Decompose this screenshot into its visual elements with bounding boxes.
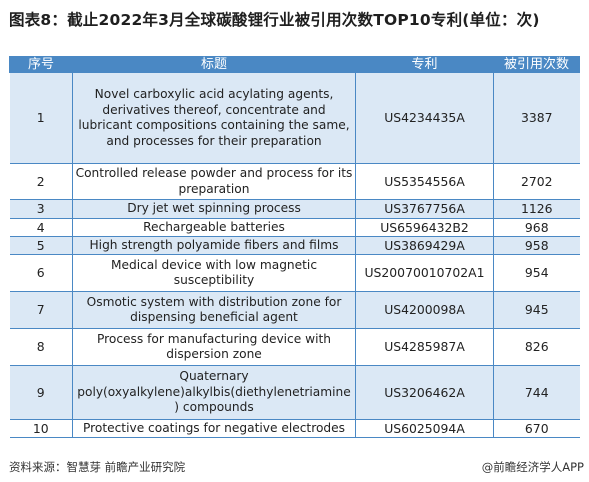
table-row: 8 Process for manufacturing device with … — [9, 328, 580, 366]
row-patent: US5354556A — [355, 163, 494, 200]
row-patent: US3767756A — [355, 199, 494, 219]
row-title: Novel carboxylic acid acylating agents, … — [72, 72, 356, 164]
row-index: 2 — [9, 163, 73, 200]
row-index: 10 — [9, 419, 73, 438]
row-title: Medical device with low magnetic suscept… — [72, 254, 356, 292]
row-title: Quaternary poly(oxyalkylene)alkylbis(die… — [72, 365, 356, 420]
row-title: High strength polyamide fibers and films — [72, 236, 356, 255]
row-patent: US4285987A — [355, 328, 494, 366]
patent-table-container: 序号 标题 专利 被引用次数 1 Novel carboxylic acid a… — [9, 56, 580, 438]
table-row: 9 Quaternary poly(oxyalkylene)alkylbis(d… — [9, 365, 580, 420]
row-citations: 954 — [493, 254, 580, 292]
table-row: 4 Rechargeable batteries US6596432B2 968 — [9, 218, 580, 237]
brand-credit: @前瞻经济学人APP — [481, 460, 584, 474]
row-patent: US4200098A — [355, 291, 494, 329]
row-patent: US6596432B2 — [355, 218, 494, 237]
header-citations: 被引用次数 — [493, 56, 580, 73]
row-citations: 744 — [493, 365, 580, 420]
row-index: 9 — [9, 365, 73, 420]
row-index: 8 — [9, 328, 73, 366]
table-row: 10 Protective coatings for negative elec… — [9, 419, 580, 438]
row-citations: 958 — [493, 236, 580, 255]
row-title: Dry jet wet spinning process — [72, 199, 356, 219]
row-citations: 968 — [493, 218, 580, 237]
table-row: 5 High strength polyamide fibers and fil… — [9, 236, 580, 255]
table-row: 6 Medical device with low magnetic susce… — [9, 254, 580, 292]
row-patent: US3206462A — [355, 365, 494, 420]
row-citations: 945 — [493, 291, 580, 329]
row-title: Osmotic system with distribution zone fo… — [72, 291, 356, 329]
row-title: Process for manufacturing device with di… — [72, 328, 356, 366]
table-row: 1 Novel carboxylic acid acylating agents… — [9, 72, 580, 164]
row-patent: US3869429A — [355, 236, 494, 255]
row-index: 6 — [9, 254, 73, 292]
row-index: 3 — [9, 199, 73, 219]
header-index: 序号 — [9, 56, 73, 73]
row-citations: 670 — [493, 419, 580, 438]
row-index: 1 — [9, 72, 73, 164]
row-index: 4 — [9, 218, 73, 237]
table-row: 2 Controlled release powder and process … — [9, 163, 580, 200]
page-title: 图表8：截止2022年3月全球碳酸锂行业被引用次数TOP10专利(单位：次) — [9, 11, 540, 29]
row-patent: US20070010702A1 — [355, 254, 494, 292]
row-index: 7 — [9, 291, 73, 329]
row-index: 5 — [9, 236, 73, 255]
row-title: Protective coatings for negative electro… — [72, 419, 356, 438]
table-row: 3 Dry jet wet spinning process US3767756… — [9, 199, 580, 219]
table-header-row: 序号 标题 专利 被引用次数 — [9, 56, 580, 73]
table-row: 7 Osmotic system with distribution zone … — [9, 291, 580, 329]
row-citations: 1126 — [493, 199, 580, 219]
patent-table: 序号 标题 专利 被引用次数 1 Novel carboxylic acid a… — [9, 56, 580, 438]
row-citations: 2702 — [493, 163, 580, 200]
header-patent: 专利 — [355, 56, 494, 73]
source-note: 资料来源：智慧芽 前瞻产业研究院 — [9, 460, 186, 474]
row-patent: US4234435A — [355, 72, 494, 164]
row-title: Rechargeable batteries — [72, 218, 356, 237]
header-title: 标题 — [72, 56, 356, 73]
row-patent: US6025094A — [355, 419, 494, 438]
row-citations: 3387 — [493, 72, 580, 164]
row-citations: 826 — [493, 328, 580, 366]
row-title: Controlled release powder and process fo… — [72, 163, 356, 200]
